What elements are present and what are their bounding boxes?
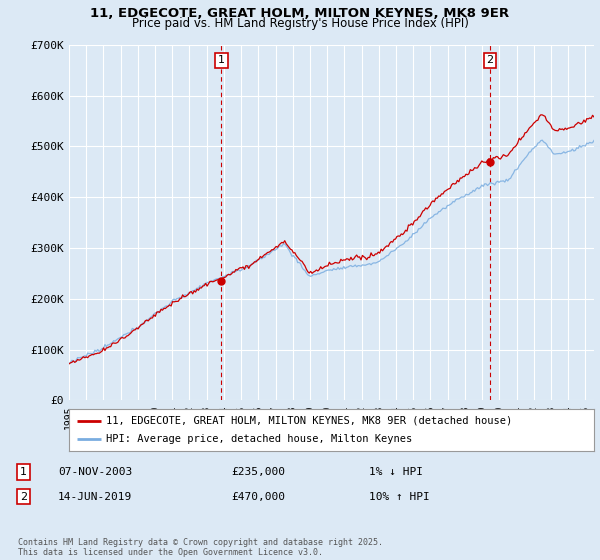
Text: 11, EDGECOTE, GREAT HOLM, MILTON KEYNES, MK8 9ER (detached house): 11, EDGECOTE, GREAT HOLM, MILTON KEYNES,… <box>106 416 512 426</box>
Text: 1: 1 <box>218 55 225 66</box>
Text: HPI: Average price, detached house, Milton Keynes: HPI: Average price, detached house, Milt… <box>106 434 412 444</box>
Text: £235,000: £235,000 <box>231 467 285 477</box>
Text: 1: 1 <box>20 467 27 477</box>
Text: 11, EDGECOTE, GREAT HOLM, MILTON KEYNES, MK8 9ER: 11, EDGECOTE, GREAT HOLM, MILTON KEYNES,… <box>91 7 509 20</box>
Text: 14-JUN-2019: 14-JUN-2019 <box>58 492 133 502</box>
Text: 2: 2 <box>20 492 27 502</box>
Text: 10% ↑ HPI: 10% ↑ HPI <box>369 492 430 502</box>
Text: Price paid vs. HM Land Registry's House Price Index (HPI): Price paid vs. HM Land Registry's House … <box>131 17 469 30</box>
Text: £470,000: £470,000 <box>231 492 285 502</box>
Text: 2: 2 <box>486 55 493 66</box>
Text: Contains HM Land Registry data © Crown copyright and database right 2025.
This d: Contains HM Land Registry data © Crown c… <box>18 538 383 557</box>
Text: 07-NOV-2003: 07-NOV-2003 <box>58 467 133 477</box>
Text: 1% ↓ HPI: 1% ↓ HPI <box>369 467 423 477</box>
